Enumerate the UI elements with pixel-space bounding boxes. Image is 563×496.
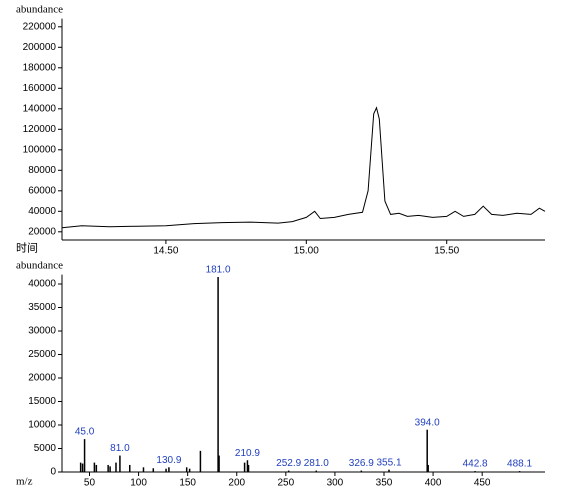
x-axis-label: m/z xyxy=(16,476,33,488)
peak-label: 130.9 xyxy=(156,455,181,466)
peak-label: 252.9 xyxy=(276,458,301,469)
x-tick-label: 15.50 xyxy=(434,246,459,257)
x-tick-label: 450 xyxy=(474,478,491,489)
x-tick-label: 15.00 xyxy=(294,246,319,257)
y-tick-label: 220000 xyxy=(23,21,57,32)
x-tick-label: 400 xyxy=(425,478,442,489)
y-tick-label: 35000 xyxy=(28,302,56,313)
y-tick-label: 10000 xyxy=(28,420,56,431)
y-tick-label: 40000 xyxy=(28,206,56,217)
peak-label: 210.9 xyxy=(235,448,260,459)
x-tick-label: 300 xyxy=(327,478,344,489)
x-tick-label: 14.50 xyxy=(153,246,178,257)
x-tick-label: 350 xyxy=(376,478,393,489)
peak-label: 326.9 xyxy=(349,458,374,469)
y-tick-label: 160000 xyxy=(23,83,57,94)
peak-label: 355.1 xyxy=(376,457,401,468)
peak-label: 488.1 xyxy=(507,459,532,470)
x-tick-label: 50 xyxy=(84,478,96,489)
y-tick-label: 25000 xyxy=(28,349,56,360)
x-tick-label: 200 xyxy=(228,478,245,489)
y-tick-label: 15000 xyxy=(28,396,56,407)
y-tick-label: 120000 xyxy=(23,124,57,135)
peak-label: 45.0 xyxy=(75,427,95,438)
y-axis-label: abundance xyxy=(16,4,63,16)
y-tick-label: 0 xyxy=(50,467,56,478)
y-tick-label: 180000 xyxy=(23,62,57,73)
x-tick-label: 250 xyxy=(277,478,294,489)
peak-label: 181.0 xyxy=(206,265,231,276)
peak-label: 81.0 xyxy=(110,443,130,454)
y-tick-label: 5000 xyxy=(34,443,57,454)
y-tick-label: 40000 xyxy=(28,279,56,290)
y-tick-label: 80000 xyxy=(28,165,56,176)
x-tick-label: 150 xyxy=(179,478,196,489)
x-tick-label: 100 xyxy=(130,478,147,489)
y-tick-label: 60000 xyxy=(28,185,56,196)
chromatogram-line xyxy=(61,106,546,229)
x-axis-label: 时间 xyxy=(16,242,38,255)
y-tick-label: 20000 xyxy=(28,373,56,384)
y-tick-label: 100000 xyxy=(23,144,57,155)
y-tick-label: 200000 xyxy=(23,42,57,53)
peak-label: 394.0 xyxy=(415,417,440,428)
peak-label: 442.8 xyxy=(463,459,488,470)
y-tick-label: 20000 xyxy=(28,226,56,237)
peak-label: 281.0 xyxy=(304,458,329,469)
y-tick-label: 140000 xyxy=(23,103,57,114)
y-tick-label: 30000 xyxy=(28,326,56,337)
y-axis-label: abundance xyxy=(16,260,63,272)
